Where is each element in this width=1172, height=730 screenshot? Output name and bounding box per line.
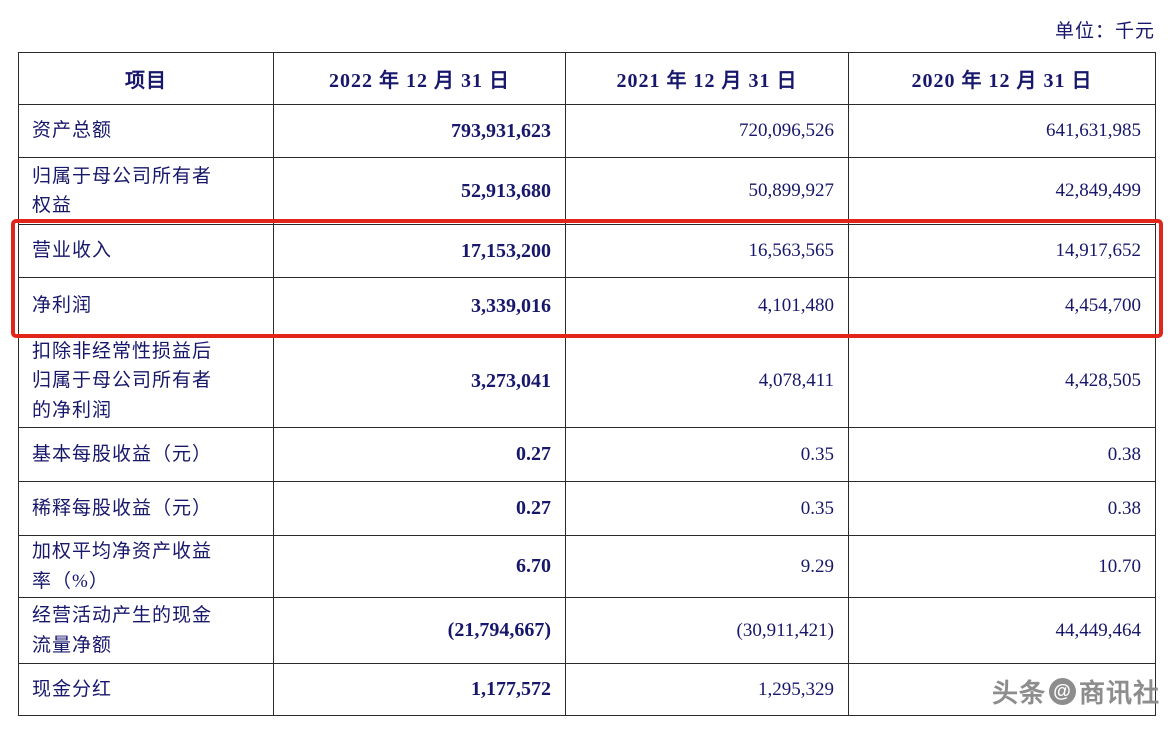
value-2022: 3,273,041	[273, 334, 566, 428]
financial-table: 项目 2022 年 12 月 31 日 2021 年 12 月 31 日 202…	[18, 52, 1156, 716]
header-item: 项目	[18, 52, 274, 105]
row-item-label: 现金分红	[18, 663, 274, 716]
unit-label: 单位：千元	[1054, 21, 1155, 42]
toutiao-logo-icon: @	[1048, 678, 1076, 705]
value-2022: 0.27	[273, 427, 566, 482]
table-row: 扣除非经常性损益后 归属于母公司所有者 的净利润 3,273,041 4,078…	[18, 334, 1156, 428]
row-item-label: 归属于母公司所有者 权益	[18, 157, 274, 225]
table-row: 经营活动产生的现金 流量净额 (21,794,667) (30,911,421)…	[18, 597, 1156, 664]
table-header-row: 项目 2022 年 12 月 31 日 2021 年 12 月 31 日 202…	[18, 52, 1156, 105]
header-2021: 2021 年 12 月 31 日	[565, 52, 849, 105]
value-2021: 4,078,411	[565, 334, 849, 428]
row-item-label: 基本每股收益（元）	[18, 427, 274, 482]
header-2022: 2022 年 12 月 31 日	[273, 52, 566, 105]
value-2022: 52,913,680	[273, 157, 566, 225]
value-2022: 6.70	[273, 535, 566, 598]
row-item-label: 营业收入	[18, 224, 274, 278]
value-2020: 641,631,985	[848, 104, 1156, 158]
value-2021: 0.35	[565, 481, 849, 536]
table-row-highlighted: 营业收入 17,153,200 16,563,565 14,917,652	[18, 224, 1156, 278]
value-2020: 14,917,652	[848, 224, 1156, 278]
watermark: 头条 @ 商讯社	[992, 673, 1160, 710]
table-row: 基本每股收益（元） 0.27 0.35 0.38	[18, 427, 1156, 482]
value-2021: 16,563,565	[565, 224, 849, 278]
row-item-label: 净利润	[18, 277, 274, 335]
value-2022: (21,794,667)	[273, 597, 566, 664]
value-2020: 42,849,499	[848, 157, 1156, 225]
table-row-highlighted: 净利润 3,339,016 4,101,480 4,454,700	[18, 277, 1156, 335]
value-2020	[848, 663, 1156, 716]
table-row: 归属于母公司所有者 权益 52,913,680 50,899,927 42,84…	[18, 157, 1156, 225]
value-2022: 1,177,572	[273, 663, 566, 716]
value-2020: 0.38	[848, 481, 1156, 536]
table-row: 稀释每股收益（元） 0.27 0.35 0.38	[18, 481, 1156, 536]
row-item-label: 稀释每股收益（元）	[18, 481, 274, 536]
row-item-label: 扣除非经常性损益后 归属于母公司所有者 的净利润	[18, 334, 274, 428]
value-2020: 44,449,464	[848, 597, 1156, 664]
row-item-label: 资产总额	[18, 104, 274, 158]
watermark-prefix: 头条	[991, 678, 1046, 708]
header-2020: 2020 年 12 月 31 日	[848, 52, 1156, 105]
table-row: 资产总额 793,931,623 720,096,526 641,631,985	[18, 104, 1156, 158]
value-2021: (30,911,421)	[565, 597, 849, 664]
value-2021: 0.35	[565, 427, 849, 482]
table-row: 现金分红 1,177,572 1,295,329	[18, 663, 1156, 716]
value-2020: 0.38	[848, 427, 1156, 482]
value-2022: 793,931,623	[273, 104, 566, 158]
value-2021: 1,295,329	[565, 663, 849, 716]
value-2021: 4,101,480	[565, 277, 849, 335]
value-2021: 50,899,927	[565, 157, 849, 225]
row-item-label: 加权平均净资产收益 率（%）	[18, 535, 274, 598]
value-2020: 4,454,700	[848, 277, 1156, 335]
value-2021: 9.29	[565, 535, 849, 598]
row-item-label: 经营活动产生的现金 流量净额	[18, 597, 274, 664]
table-row: 加权平均净资产收益 率（%） 6.70 9.29 10.70	[18, 535, 1156, 598]
value-2021: 720,096,526	[565, 104, 849, 158]
value-2022: 3,339,016	[273, 277, 566, 335]
value-2022: 17,153,200	[273, 224, 566, 278]
value-2022: 0.27	[273, 481, 566, 536]
value-2020: 4,428,505	[848, 334, 1156, 428]
watermark-account: 商讯社	[1078, 678, 1160, 708]
value-2020: 10.70	[848, 535, 1156, 598]
